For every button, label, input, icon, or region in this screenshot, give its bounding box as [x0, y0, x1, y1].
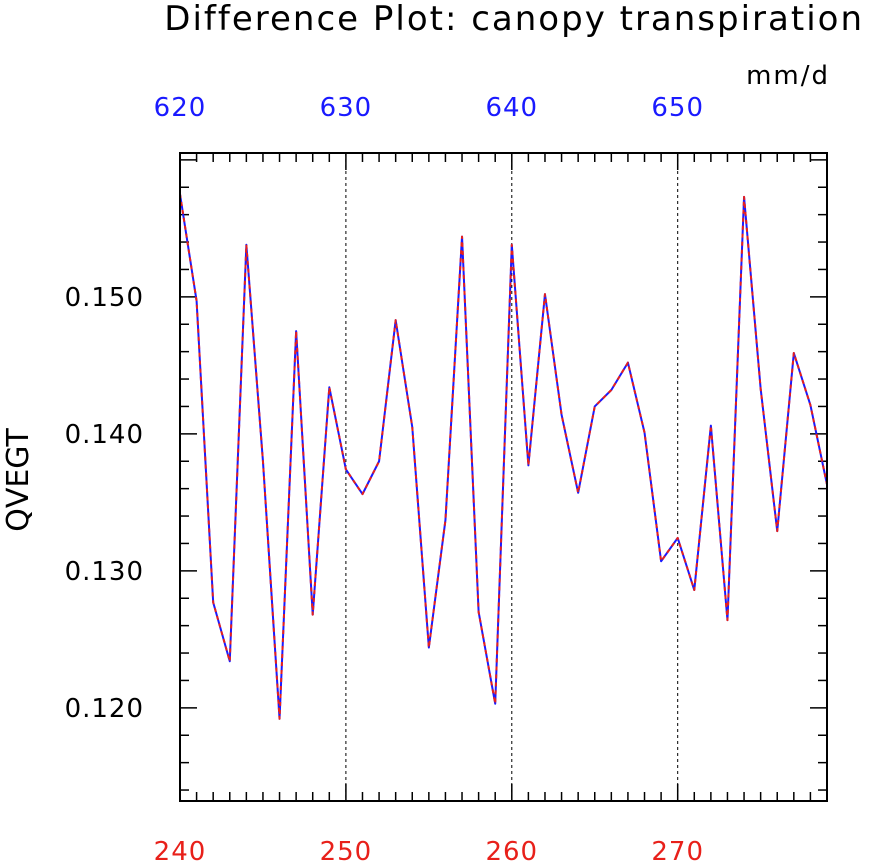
y-tick-label: 0.140	[65, 420, 144, 450]
bottom-x-tick-label: 270	[651, 837, 704, 862]
y-tick-label: 0.130	[65, 557, 144, 587]
y-tick-labels: 0.120 0.130 0.140 0.150	[65, 283, 144, 724]
plot-frame	[179, 152, 828, 802]
data-lines	[179, 193, 828, 720]
top-x-tick-labels: 620 630 640 650	[154, 93, 704, 123]
top-x-tick-label: 640	[485, 93, 538, 123]
axis-ticks	[179, 153, 828, 801]
top-x-tick-label: 650	[651, 93, 704, 123]
bottom-x-tick-label: 240	[154, 837, 207, 862]
y-tick-label: 0.120	[65, 694, 144, 724]
top-x-tick-label: 630	[320, 93, 373, 123]
chart-title: Difference Plot: canopy transpiration	[164, 0, 864, 39]
units-label: mm/d	[746, 61, 830, 91]
y-axis-label: QVEGT	[1, 428, 36, 532]
series-line-1	[179, 193, 828, 720]
bottom-x-tick-label: 260	[485, 837, 538, 862]
bottom-x-tick-labels: 240 250 260 270	[154, 837, 704, 862]
y-tick-label: 0.150	[65, 283, 144, 313]
bottom-x-tick-label: 250	[320, 837, 373, 862]
top-x-tick-label: 620	[154, 93, 207, 123]
